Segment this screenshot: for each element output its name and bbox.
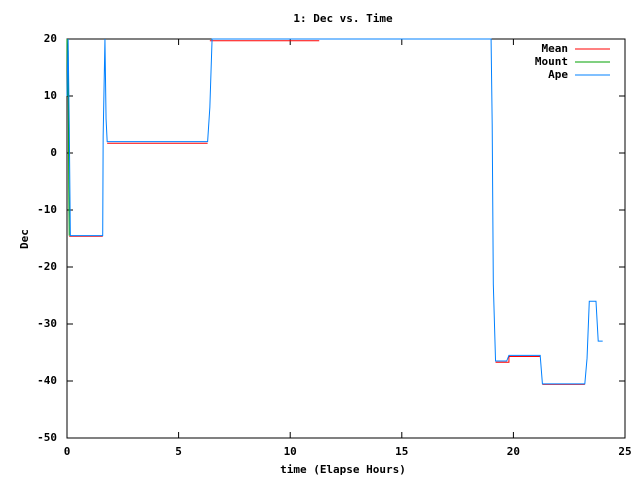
x-tick-label: 5 — [175, 445, 182, 458]
series-line — [66, 38, 603, 385]
legend-label: Mount — [535, 55, 568, 68]
y-tick-label: -20 — [37, 260, 57, 273]
legend-label: Mean — [542, 42, 569, 55]
x-tick-label: 0 — [64, 445, 71, 458]
y-axis-label: Dec — [18, 229, 31, 249]
y-tick-label: 20 — [44, 32, 57, 45]
x-tick-label: 15 — [395, 445, 408, 458]
y-tick-label: -10 — [37, 203, 57, 216]
y-tick-label: 0 — [50, 146, 57, 159]
x-tick-label: 20 — [507, 445, 520, 458]
legend-label: Ape — [548, 68, 568, 81]
x-tick-label: 25 — [618, 445, 631, 458]
x-tick-label: 10 — [284, 445, 297, 458]
y-tick-label: -50 — [37, 431, 57, 444]
chart-title: 1: Dec vs. Time — [293, 12, 393, 25]
series-line — [69, 40, 585, 385]
y-tick-label: -30 — [37, 317, 57, 330]
y-tick-label: 10 — [44, 89, 57, 102]
x-axis-label: time (Elapse Hours) — [280, 463, 406, 476]
y-tick-label: -40 — [37, 374, 57, 387]
